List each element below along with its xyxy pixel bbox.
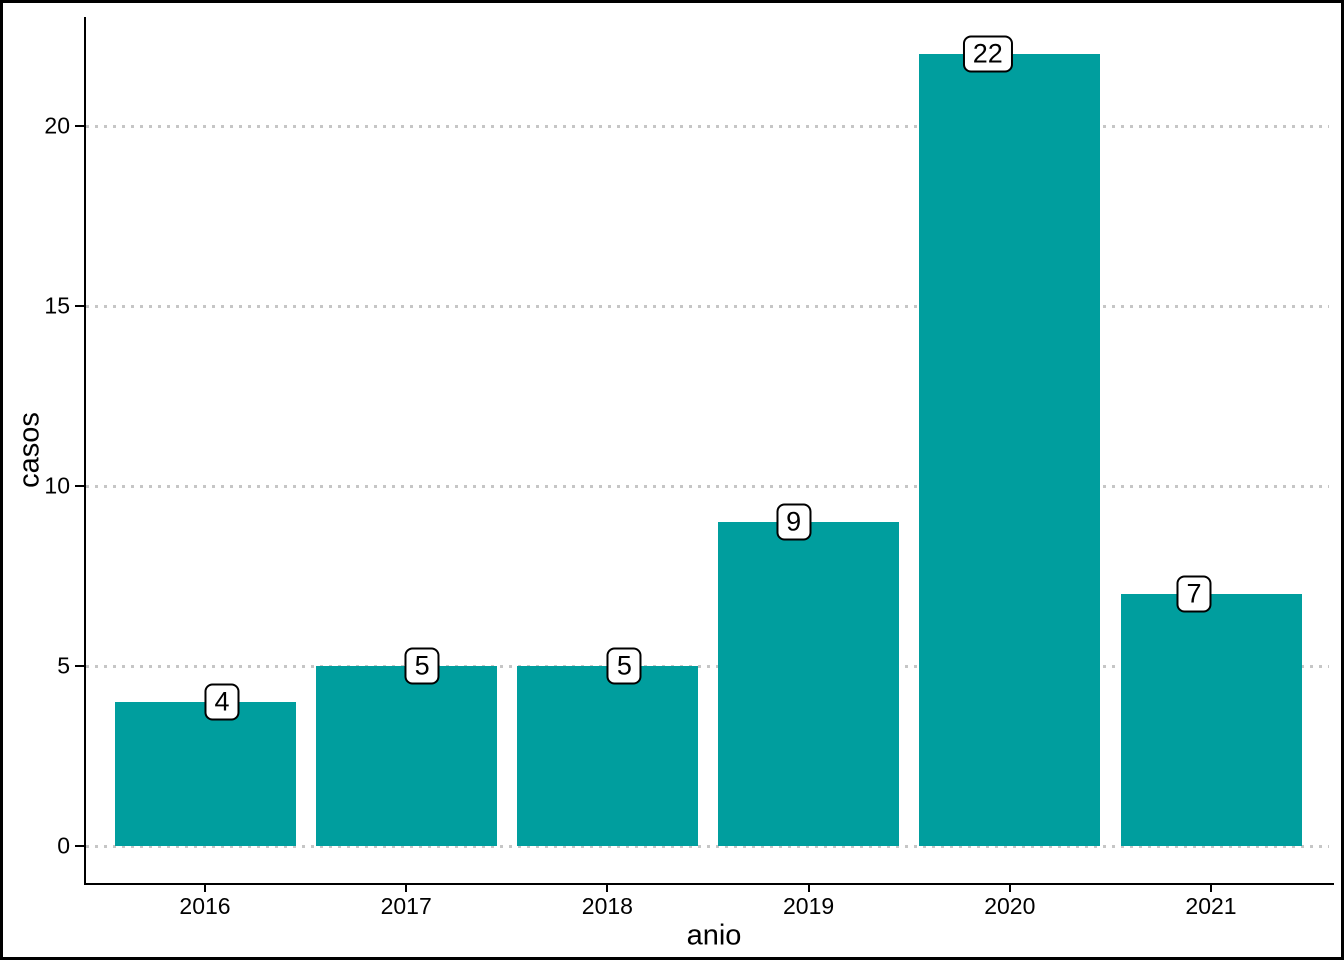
y-axis-title: casos <box>13 412 46 488</box>
bar-2020 <box>919 54 1101 846</box>
bar-2016 <box>114 702 296 846</box>
y-tick-mark-10 <box>75 485 85 487</box>
y-tick-mark-0 <box>75 845 85 847</box>
x-tick-mark-2016 <box>204 885 206 892</box>
y-tick-label-0: 0 <box>57 832 70 859</box>
y-gridline-20 <box>86 125 1329 128</box>
y-tick-label-10: 10 <box>44 472 70 499</box>
y-tick-label-5: 5 <box>57 652 70 679</box>
x-tick-label-2020: 2020 <box>984 893 1036 919</box>
y-tick-mark-20 <box>75 125 85 127</box>
x-tick-mark-2020 <box>1008 885 1011 892</box>
x-tick-mark-2021 <box>1210 885 1212 892</box>
y-tick-label-15: 15 <box>44 292 70 319</box>
y-gridline-15 <box>86 305 1329 308</box>
y-axis-line <box>84 17 86 884</box>
bar-value-label-2017: 5 <box>404 647 440 685</box>
bar-value-label-2019: 9 <box>776 503 812 541</box>
x-tick-label-2019: 2019 <box>783 893 835 919</box>
bar-value-label-2020: 22 <box>962 35 1013 73</box>
x-tick-mark-2019 <box>807 885 810 892</box>
x-tick-mark-2018 <box>606 885 609 892</box>
x-tick-mark-2017 <box>405 885 408 892</box>
y-tick-label-20: 20 <box>44 112 70 139</box>
y-gridline-5 <box>86 665 1329 668</box>
y-tick-mark-15 <box>75 305 85 307</box>
bar-value-label-2021: 7 <box>1176 575 1212 613</box>
y-tick-mark-5 <box>75 665 85 667</box>
x-tick-label-2017: 2017 <box>380 893 432 919</box>
bar-value-label-2016: 4 <box>204 683 240 721</box>
y-gridline-0 <box>86 845 1329 848</box>
bar-2018 <box>516 666 698 846</box>
x-tick-label-2021: 2021 <box>1185 893 1237 919</box>
x-axis-title: anio <box>686 919 742 952</box>
bar-2019 <box>718 522 900 846</box>
bar-value-label-2018: 5 <box>606 647 642 685</box>
x-tick-label-2018: 2018 <box>581 893 633 919</box>
x-axis-line <box>84 883 1334 885</box>
x-tick-label-2016: 2016 <box>179 893 231 919</box>
bar-2021 <box>1120 594 1302 846</box>
bar-2017 <box>315 666 497 846</box>
y-gridline-10 <box>86 485 1329 488</box>
